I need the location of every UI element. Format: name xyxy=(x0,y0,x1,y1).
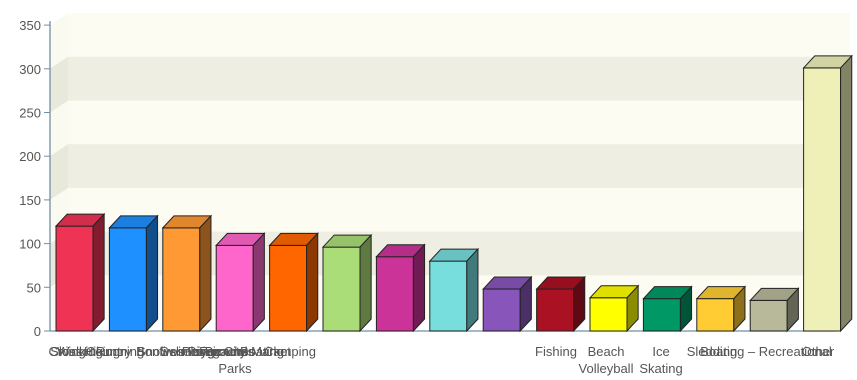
bar-side xyxy=(573,275,586,333)
bar-side xyxy=(252,232,265,333)
y-tick-label: 100 xyxy=(19,237,41,252)
bar-side xyxy=(519,275,532,333)
x-tick-label: Fishing xyxy=(535,344,577,359)
bar-side xyxy=(679,285,693,333)
bar xyxy=(161,214,213,333)
bar xyxy=(215,232,266,333)
x-tick-label: Snowshoeing xyxy=(137,344,215,359)
bar-front xyxy=(642,298,681,332)
bar-side xyxy=(412,243,426,333)
x-tick-label: Sledding xyxy=(687,344,738,359)
bar-front xyxy=(162,227,201,332)
x-tick-label: Beaches xyxy=(205,344,256,359)
bar-side xyxy=(840,54,853,333)
bar-front xyxy=(589,297,628,332)
y-tick-label: 50 xyxy=(27,280,41,295)
x-tick-label: Picnic xyxy=(188,344,223,359)
y-tick-label: 150 xyxy=(19,193,41,208)
bar-front xyxy=(215,244,254,332)
bar xyxy=(54,212,106,333)
bar-front xyxy=(749,299,788,332)
bar xyxy=(375,243,426,333)
x-tick-label: Ice Skating xyxy=(639,344,682,376)
x-tick-label: Bonfires xyxy=(136,344,184,359)
bar-front xyxy=(803,67,842,332)
bar xyxy=(428,247,480,333)
x-tick-label: Playgrounds xyxy=(182,344,255,359)
bar-side xyxy=(786,287,799,333)
y-tick-label: 300 xyxy=(19,62,41,77)
bar xyxy=(588,284,640,333)
y-tick-label: 350 xyxy=(19,18,41,33)
x-tick-label: Swimming xyxy=(160,344,220,359)
bar-front xyxy=(108,227,147,332)
bar-side xyxy=(626,284,639,333)
bar-front xyxy=(269,244,308,332)
bar xyxy=(802,54,853,333)
grid-band xyxy=(68,144,850,188)
x-tick-label: Walking xyxy=(57,344,103,359)
bar xyxy=(482,275,533,333)
bar xyxy=(535,275,586,333)
x-tick-label: Cross Country xyxy=(48,344,132,359)
x-tick-label: Beach Volleyball xyxy=(579,344,634,376)
x-tick-label: Boating – Recreational xyxy=(700,344,832,359)
bar-front xyxy=(55,225,94,332)
bar xyxy=(108,214,159,333)
bar-side xyxy=(359,233,372,333)
bar-front xyxy=(482,288,521,332)
bar-side xyxy=(145,214,159,333)
bar-side xyxy=(92,212,105,333)
bar-side xyxy=(733,285,746,333)
x-tick-label: Other xyxy=(802,344,835,359)
bar xyxy=(642,285,693,333)
y-tick-label: 250 xyxy=(19,106,41,121)
x-tick-label: Farmers Market xyxy=(199,344,291,359)
bar xyxy=(268,232,319,333)
y-tick-label: 0 xyxy=(34,324,41,339)
bar-front xyxy=(429,260,468,332)
bar xyxy=(749,287,800,333)
x-tick-label: Hiking xyxy=(84,344,120,359)
bar-front xyxy=(696,298,735,332)
grid-band-side xyxy=(50,144,68,200)
x-tick-label: Camping xyxy=(264,344,316,359)
grid-band-side xyxy=(50,56,68,113)
bar-front xyxy=(536,288,575,332)
x-tick-label: Skiing xyxy=(50,344,85,359)
bar-front xyxy=(375,256,414,332)
x-tick-label: Running xyxy=(96,344,144,359)
y-tick-label: 200 xyxy=(19,149,41,164)
bar-side xyxy=(466,247,479,333)
x-tick-label: Boating xyxy=(240,344,284,359)
bars xyxy=(54,54,853,333)
bar xyxy=(321,233,373,333)
bar xyxy=(695,285,747,333)
bar-front xyxy=(322,246,361,332)
x-tick-label: City Parks xyxy=(218,344,252,376)
bar-side xyxy=(306,232,319,333)
bar-side xyxy=(199,214,212,333)
grid-band xyxy=(68,56,850,101)
